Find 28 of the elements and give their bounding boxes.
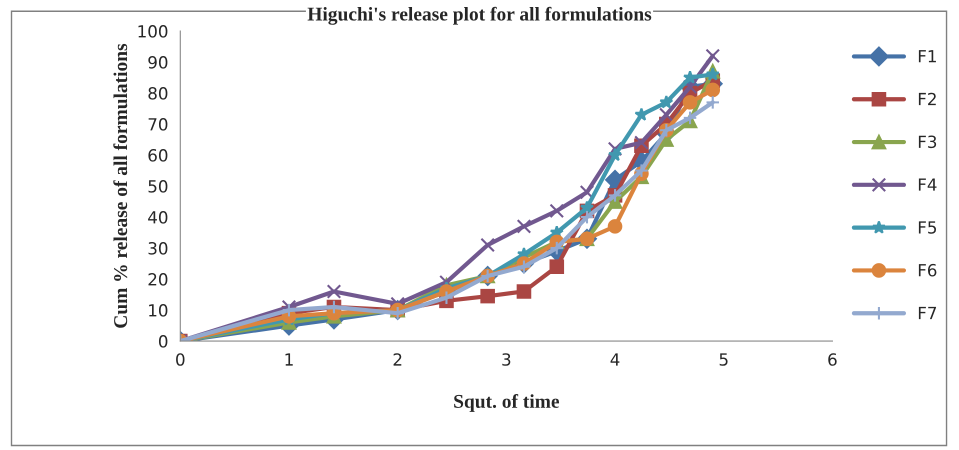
y-tick-label: 70 — [148, 118, 168, 131]
y-tick-label: 10 — [149, 304, 168, 317]
x-tick-label: 2 — [394, 353, 402, 366]
x-tick-label: 0 — [176, 353, 184, 366]
x-tick-label: 4 — [610, 353, 620, 366]
y-tick-label: 90 — [148, 56, 168, 69]
y-tick-label: 0 — [158, 335, 168, 348]
legend-label: F7 — [918, 306, 936, 320]
y-tick-label: 80 — [148, 87, 168, 100]
y-tick-label: 30 — [148, 242, 168, 255]
legend-label: F6 — [918, 264, 936, 277]
legend-label: F2 — [918, 92, 936, 106]
x-axis-title: Squt. of time — [454, 394, 560, 412]
y-axis-title: Cum % release of all formulations — [113, 44, 128, 328]
x-tick-label: 3 — [502, 353, 510, 366]
y-tick-label: 100 — [138, 25, 168, 38]
chart-title: Higuchi's release plot for all formulations — [308, 6, 652, 25]
legend-label: F4 — [918, 178, 937, 191]
x-tick-label: 5 — [720, 353, 728, 366]
y-tick-label: 20 — [148, 273, 168, 286]
y-tick-label: 50 — [148, 180, 168, 193]
x-tick-label: 6 — [828, 353, 837, 366]
legend-label: F5 — [918, 221, 936, 234]
legend-label: F1 — [918, 50, 936, 62]
y-tick-label: 60 — [148, 149, 168, 162]
legend-label: F3 — [918, 136, 936, 148]
x-tick-label: 1 — [286, 353, 293, 366]
y-tick-label: 40 — [148, 211, 168, 224]
